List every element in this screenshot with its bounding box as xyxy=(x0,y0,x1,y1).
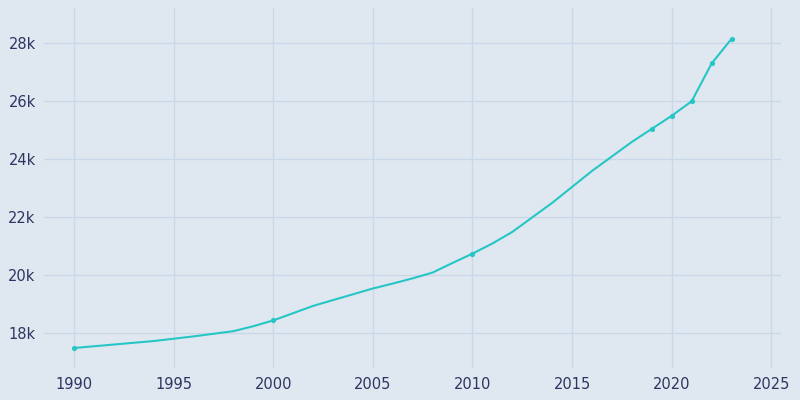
Point xyxy=(666,112,678,119)
Point xyxy=(466,250,479,257)
Point xyxy=(706,60,718,67)
Point xyxy=(67,345,80,351)
Point xyxy=(267,317,280,324)
Point xyxy=(725,36,738,42)
Point xyxy=(646,126,658,132)
Point xyxy=(686,98,698,104)
